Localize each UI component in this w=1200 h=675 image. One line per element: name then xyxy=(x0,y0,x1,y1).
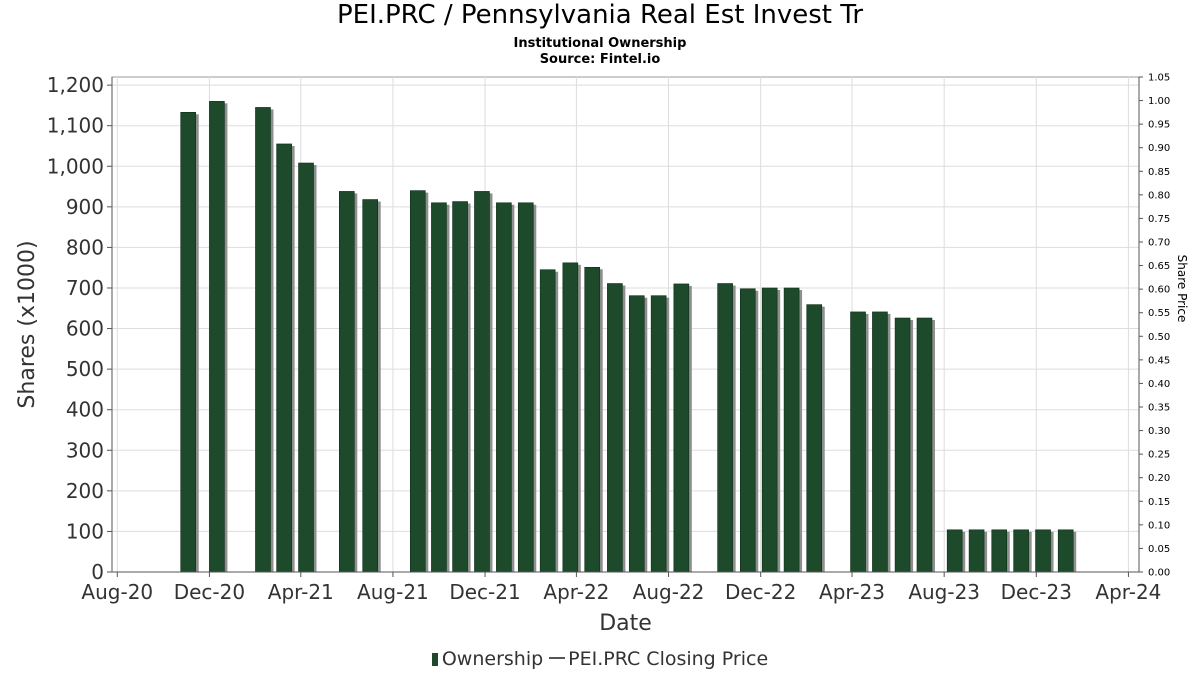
y-tick-label: 100 xyxy=(66,519,104,543)
y2-tick-label: 0.15 xyxy=(1148,497,1170,508)
ownership-bar xyxy=(806,304,823,573)
y-tick-label: 1,000 xyxy=(47,154,104,178)
y2-axis-label: Share Price xyxy=(1175,255,1189,323)
y2-tick-label: 0.95 xyxy=(1148,120,1170,131)
ownership-bar xyxy=(650,295,667,573)
x-axis-label: Date xyxy=(599,611,652,636)
y2-tick-label: 0.30 xyxy=(1148,426,1170,437)
ownership-bar xyxy=(474,191,490,573)
ownership-bar xyxy=(739,288,756,573)
y2-tick-label: 0.85 xyxy=(1148,167,1170,178)
chart-legend: Ownership PEI.PRC Closing Price xyxy=(0,648,1200,670)
ownership-bar xyxy=(1013,529,1029,573)
y2-tick-label: 0.50 xyxy=(1148,332,1170,343)
y2-tick-label: 1.00 xyxy=(1148,96,1170,107)
ownership-bar xyxy=(894,317,911,573)
y-tick-label: 700 xyxy=(66,276,104,300)
x-tick-label: Aug-23 xyxy=(908,580,980,604)
ownership-bar xyxy=(562,262,579,573)
x-tick-label: Aug-22 xyxy=(633,580,705,604)
x-tick-label: Apr-21 xyxy=(268,580,334,604)
ownership-legend-swatch xyxy=(431,653,438,666)
y2-tick-label: 0.00 xyxy=(1148,568,1170,579)
ownership-bar xyxy=(409,190,426,573)
y-tick-label: 1,100 xyxy=(47,114,104,138)
x-tick-label: Aug-20 xyxy=(81,580,153,604)
y2-tick-label: 0.60 xyxy=(1148,285,1170,296)
ownership-bar xyxy=(452,201,468,573)
y-tick-label: 200 xyxy=(66,479,104,503)
ownership-legend-label: Ownership xyxy=(441,648,544,670)
ownership-bar xyxy=(607,283,623,573)
ownership-bar xyxy=(362,199,379,573)
ownership-bar xyxy=(761,287,778,573)
y2-tick-label: 0.10 xyxy=(1148,520,1170,531)
y2-tick-label: 0.75 xyxy=(1148,214,1170,225)
y-tick-label: 400 xyxy=(66,398,104,422)
y2-tick-label: 0.40 xyxy=(1148,379,1170,390)
y2-tick-label: 0.90 xyxy=(1148,143,1170,154)
y2-tick-label: 0.80 xyxy=(1148,190,1170,201)
ownership-bar xyxy=(991,529,1008,573)
y-tick-label: 900 xyxy=(66,195,104,219)
y2-tick-label: 0.05 xyxy=(1148,544,1170,555)
ownership-bar xyxy=(431,202,447,573)
y2-tick-label: 0.45 xyxy=(1148,355,1170,366)
y-tick-label: 800 xyxy=(66,235,104,259)
ownership-bar xyxy=(717,283,733,573)
ownership-bar xyxy=(1035,529,1051,573)
x-tick-label: Dec-23 xyxy=(1001,580,1072,604)
ownership-bar xyxy=(850,311,866,573)
price-legend-swatch xyxy=(549,657,566,659)
ownership-bar xyxy=(872,311,888,573)
ownership-bar xyxy=(517,202,534,573)
ownership-bar xyxy=(584,266,601,573)
y-tick-label: 600 xyxy=(66,317,104,341)
y2-tick-label: 0.25 xyxy=(1148,450,1170,461)
y-axis-label: Shares (x1000) xyxy=(15,240,40,408)
ownership-chart: 0 100 200 300 400 500 600 700 800 900 1,000 1,100 1,… xyxy=(15,73,1189,637)
ownership-bar xyxy=(338,191,355,573)
x-tick-label: Aug-21 xyxy=(357,580,429,604)
y2-tick-label: 1.05 xyxy=(1148,73,1170,84)
chart-source: Source: Fintel.io xyxy=(539,52,661,67)
ownership-bar xyxy=(298,162,314,573)
chart-subtitle: Institutional Ownership xyxy=(513,36,687,51)
ownership-bar xyxy=(916,317,933,573)
y-tick-label: 1,200 xyxy=(47,73,104,97)
y2-tick-label: 0.70 xyxy=(1148,238,1170,249)
ownership-bar xyxy=(628,295,645,573)
x-tick-label: Apr-24 xyxy=(1095,580,1161,604)
y-tick-label: 500 xyxy=(66,357,104,381)
y2-tick-label: 0.35 xyxy=(1148,403,1170,414)
x-tick-label: Dec-20 xyxy=(174,580,245,604)
x-tick-label: Apr-23 xyxy=(819,580,885,604)
ownership-bar xyxy=(673,283,690,573)
ownership-bar xyxy=(180,111,197,573)
y2-tick-label: 0.55 xyxy=(1148,308,1170,319)
ownership-bar xyxy=(209,101,225,573)
price-legend-label: PEI.PRC Closing Price xyxy=(568,648,769,670)
ownership-bar xyxy=(946,529,963,573)
ownership-bar xyxy=(1057,529,1074,573)
x-tick-label: Dec-22 xyxy=(725,580,796,604)
ownership-bar xyxy=(539,269,556,573)
y2-tick-label: 0.20 xyxy=(1148,473,1170,484)
y-tick-label: 300 xyxy=(66,438,104,462)
ownership-bar xyxy=(276,143,292,573)
ownership-bar xyxy=(496,202,512,573)
x-tick-label: Dec-21 xyxy=(449,580,520,604)
x-tick-label: Apr-22 xyxy=(543,580,609,604)
y-tick-label: 0 xyxy=(91,560,104,584)
ownership-bar xyxy=(255,107,271,573)
ownership-bar xyxy=(783,287,800,573)
ownership-bar xyxy=(968,529,985,573)
y2-tick-label: 0.65 xyxy=(1148,261,1170,272)
chart-title: PEI.PRC / Pennsylvania Real Est Invest T… xyxy=(336,0,864,30)
